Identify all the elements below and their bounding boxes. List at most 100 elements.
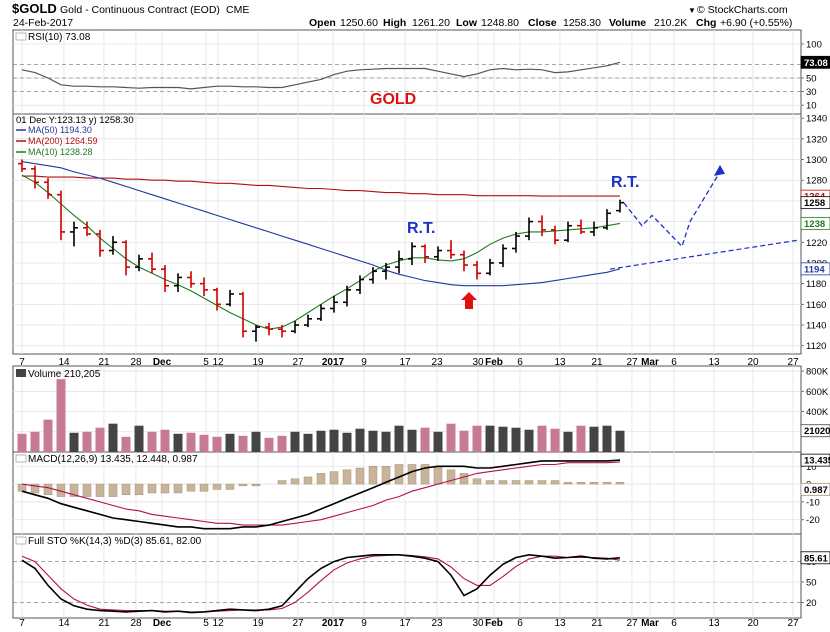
chg-label: Chg (696, 17, 716, 29)
x-tick-label: 23 (431, 618, 443, 629)
macd-histogram-bar (160, 483, 170, 494)
x-tick-label: 28 (130, 618, 142, 629)
price-bar (590, 221, 598, 237)
price-bar (499, 244, 507, 268)
macd-histogram-bar (355, 467, 365, 485)
x-tick-label: 27 (787, 618, 799, 629)
volume-bar (433, 431, 443, 452)
volume-bar (355, 428, 365, 452)
macd-histogram-bar (368, 466, 378, 485)
volume-bar (95, 427, 105, 452)
x-tick-label: 14 (58, 357, 70, 368)
price-bar (31, 165, 39, 189)
price-bar (161, 265, 169, 292)
price-bar (356, 275, 364, 294)
volume-bar (537, 425, 547, 452)
y-tick-label: 10 (806, 101, 817, 112)
x-tick-label: 21 (591, 618, 603, 629)
rt-annotation-1: R.T. (407, 220, 435, 237)
close-value: 1258.30 (563, 17, 601, 29)
macd-histogram-bar (420, 464, 430, 485)
volume-bar (316, 430, 326, 452)
sto-d-line (21, 554, 621, 613)
volume-bar (576, 425, 586, 452)
x-tick-label: 30 (472, 357, 484, 368)
price-tag: 85.61 (804, 553, 828, 564)
ma200-legend: MA(200) 1264.59 (28, 136, 98, 146)
volume-bar (108, 423, 118, 452)
volume-bar (381, 431, 391, 452)
macd-histogram-bar (381, 466, 391, 485)
price-plot (18, 159, 799, 342)
volume-bar (30, 431, 40, 452)
close-label: Close (528, 17, 557, 29)
price-bar (83, 221, 91, 237)
price-bar (447, 240, 455, 259)
copyright: © StockCharts.com (697, 4, 788, 16)
volume-bar (511, 427, 521, 452)
x-tick-label: 2017 (322, 618, 345, 629)
price-tag-box (800, 551, 830, 565)
price-tag-box (800, 482, 830, 496)
high-label: High (383, 17, 406, 29)
macd-histogram-bar (212, 483, 222, 490)
y-tick-label: -20 (806, 515, 820, 526)
price-bar (252, 325, 260, 342)
sto-panel (12, 533, 802, 619)
volume-bar (212, 436, 222, 452)
volume-bar (56, 379, 66, 452)
y-tick-label: 1300 (806, 155, 827, 166)
volume-bar (264, 437, 274, 452)
y-tick-label: 100 (806, 40, 822, 51)
x-tick-label: Dec (153, 357, 172, 368)
y-tick-label: 1140 (806, 321, 826, 332)
x-tick-label: Feb (485, 357, 503, 368)
macd-histogram-bar (108, 483, 118, 497)
price-tag: 0.987 (804, 485, 828, 496)
price-bar (486, 258, 494, 276)
x-tick-label: 21 (591, 357, 603, 368)
price-bar (265, 322, 273, 336)
sto-title: Full STO %K(14,3) %D(3) 85.61, 82.00 (28, 536, 202, 547)
x-axis: 7 14 21 28 Dec 5 12 19 27 2017 9 17 23 30 Feb 6 13 21 27 Ma… (19, 357, 799, 629)
y-tick-label: 1180 (806, 279, 826, 290)
volume-bar (147, 431, 157, 452)
open-value: 1250.60 (340, 17, 378, 29)
macd-histogram-bar (498, 480, 508, 485)
price-bar (187, 271, 195, 288)
macd-histogram-bar (43, 483, 53, 496)
price-tag: 13.435 (804, 456, 830, 467)
x-tick-label: 13 (554, 357, 566, 368)
macd-histogram-bar (17, 483, 27, 492)
rsi-plot (13, 61, 801, 90)
x-tick-label: 5 (203, 618, 209, 629)
macd-histogram-bar (134, 483, 144, 496)
volume-bar (290, 431, 300, 452)
price-bar (616, 199, 624, 213)
x-tick-label: 30 (472, 618, 484, 629)
x-tick-label: 12 (212, 357, 224, 368)
ma50-line (21, 161, 621, 287)
volume-bar (160, 429, 170, 452)
price-bar (44, 178, 52, 199)
price-legend: 01 Dec Y:123.13 y) 1258.30 MA(50) 1194.3… (16, 115, 134, 157)
trendline (609, 239, 799, 270)
price-bar (109, 236, 117, 255)
macd-signal-line (21, 461, 621, 526)
y-tick-label: 10 (806, 462, 817, 473)
symbol-description: Gold - Continuous Contract (EOD) (60, 4, 220, 16)
price-bar (330, 296, 338, 313)
chart-date: 24-Feb-2017 (13, 17, 73, 29)
volume-bar (524, 429, 534, 452)
price-tag-box (800, 196, 830, 210)
x-tick-label: 27 (626, 618, 638, 629)
x-tick-label: Feb (485, 618, 503, 629)
ma10-legend: MA(10) 1238.28 (28, 147, 93, 157)
price-bar (226, 289, 234, 307)
macd-histogram-bar (342, 469, 352, 485)
macd-line (21, 459, 621, 530)
price-tag: 1194 (804, 264, 825, 275)
price-bar (291, 320, 299, 334)
x-tick-label: 17 (399, 357, 411, 368)
